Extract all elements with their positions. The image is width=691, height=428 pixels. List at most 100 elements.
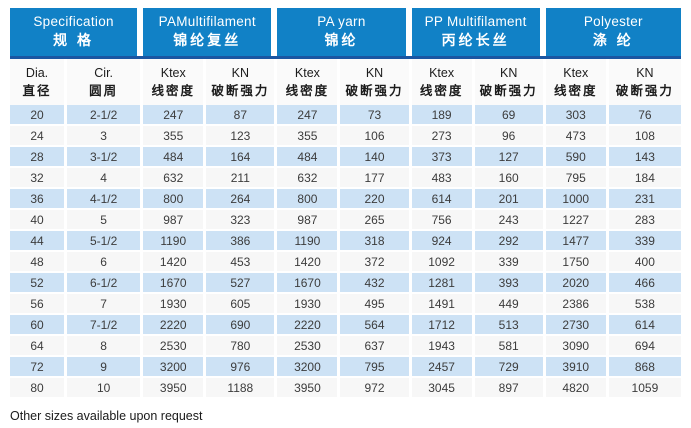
- cell-value: 292: [474, 231, 546, 252]
- cell-value: 400: [608, 252, 681, 273]
- cell-value: 273: [411, 126, 475, 147]
- group-header: Polyester 涤 纶: [545, 8, 681, 56]
- cell-value: 372: [340, 252, 412, 273]
- cell-value: 160: [474, 168, 546, 189]
- cell-value: 3: [67, 126, 144, 147]
- cell-value: 1670: [277, 273, 341, 294]
- cell-value: 386: [206, 231, 278, 252]
- header-divider-row: [10, 56, 681, 59]
- cell-value: 976: [206, 357, 278, 378]
- cell-value: 694: [608, 336, 681, 357]
- cell-value: 1188: [206, 378, 278, 399]
- cell-value: 3950: [277, 378, 341, 399]
- cell-value: 2-1/2: [67, 105, 144, 126]
- cell-value: 127: [474, 147, 546, 168]
- cell-value: 690: [206, 315, 278, 336]
- group-header-en: PP Multifilament: [424, 13, 527, 29]
- cell-value: 527: [206, 273, 278, 294]
- cell-value: 800: [277, 189, 341, 210]
- sub-header: Ktex 线密度: [411, 59, 475, 105]
- cell-value: 247: [277, 105, 341, 126]
- cell-value: 20: [10, 105, 68, 126]
- cell-value: 484: [143, 147, 207, 168]
- group-header-zh: 丙纶长丝: [441, 31, 510, 48]
- table-row: 64 8 2530 780 2530 637 1943 581 3090 694: [10, 336, 681, 357]
- group-header-en: Specification: [33, 13, 114, 29]
- cell-value: 264: [206, 189, 278, 210]
- cell-value: 60: [10, 315, 68, 336]
- cell-value: 211: [206, 168, 278, 189]
- cell-value: 1670: [143, 273, 207, 294]
- sub-header-zh: 破断强力: [345, 84, 404, 98]
- cell-value: 3090: [545, 336, 609, 357]
- cell-value: 495: [340, 294, 412, 315]
- sub-header: Ktex 线密度: [545, 59, 609, 105]
- sub-header-zh: 圆周: [89, 84, 119, 98]
- cell-value: 6: [67, 252, 144, 273]
- cell-value: 6-1/2: [67, 273, 144, 294]
- group-header-en: Polyester: [583, 13, 643, 29]
- cell-value: 52: [10, 273, 68, 294]
- cell-value: 247: [143, 105, 207, 126]
- cell-value: 36: [10, 189, 68, 210]
- cell-value: 1712: [411, 315, 475, 336]
- table-row: 80 10 3950 1188 3950 972 3045 897 4820 1059: [10, 378, 681, 399]
- cell-value: 184: [608, 168, 681, 189]
- cell-value: 2386: [545, 294, 609, 315]
- cell-value: 10: [67, 378, 144, 399]
- sub-header-en: KN: [499, 66, 518, 80]
- cell-value: 614: [411, 189, 475, 210]
- cell-value: 432: [340, 273, 412, 294]
- cell-value: 32: [10, 168, 68, 189]
- cell-value: 466: [608, 273, 681, 294]
- sub-header-en: Ktex: [429, 66, 455, 80]
- sub-header: KN 破断强力: [206, 59, 278, 105]
- cell-value: 7-1/2: [67, 315, 144, 336]
- cell-value: 7: [67, 294, 144, 315]
- cell-value: 453: [206, 252, 278, 273]
- cell-value: 3200: [277, 357, 341, 378]
- cell-value: 5-1/2: [67, 231, 144, 252]
- group-header-zh: 涤 纶: [592, 31, 634, 48]
- cell-value: 632: [143, 168, 207, 189]
- cell-value: 3045: [411, 378, 475, 399]
- sub-header: Cir. 圆周: [67, 59, 144, 105]
- cell-value: 4820: [545, 378, 609, 399]
- group-header-zh: 锦纶复丝: [173, 31, 242, 48]
- cell-value: 780: [206, 336, 278, 357]
- table-row: 24 3 355 123 355 106 273 96 473 108: [10, 126, 681, 147]
- footer-note: Other sizes available upon request: [10, 409, 203, 423]
- cell-value: 177: [340, 168, 412, 189]
- cell-value: 1092: [411, 252, 475, 273]
- group-header: PA yarn 锦纶: [277, 8, 412, 56]
- rope-specification-table: Specification 规 格 PAMultifilament 锦纶复丝 PA ya…: [10, 8, 681, 399]
- table-row: 36 4-1/2 800 264 800 220 614 201 1000 231: [10, 189, 681, 210]
- cell-value: 123: [206, 126, 278, 147]
- sub-header: KN 破断强力: [608, 59, 681, 105]
- cell-value: 1930: [277, 294, 341, 315]
- cell-value: 76: [608, 105, 681, 126]
- cell-value: 108: [608, 126, 681, 147]
- cell-value: 1190: [143, 231, 207, 252]
- cell-value: 243: [474, 210, 546, 231]
- cell-value: 2020: [545, 273, 609, 294]
- cell-value: 1000: [545, 189, 609, 210]
- cell-value: 28: [10, 147, 68, 168]
- table-row: 60 7-1/2 2220 690 2220 564 1712 513 2730 614: [10, 315, 681, 336]
- sub-header-zh: 破断强力: [615, 84, 674, 98]
- cell-value: 393: [474, 273, 546, 294]
- cell-value: 265: [340, 210, 412, 231]
- table-row: 44 5-1/2 1190 386 1190 318 924 292 1477 339: [10, 231, 681, 252]
- sub-header-zh: 线密度: [151, 84, 195, 98]
- cell-value: 323: [206, 210, 278, 231]
- sub-header-en: Cir.: [94, 66, 114, 80]
- group-header-zh: 锦纶: [324, 31, 359, 48]
- cell-value: 449: [474, 294, 546, 315]
- cell-value: 564: [340, 315, 412, 336]
- cell-value: 1750: [545, 252, 609, 273]
- cell-value: 44: [10, 231, 68, 252]
- group-header: Specification 规 格: [10, 8, 144, 56]
- cell-value: 24: [10, 126, 68, 147]
- cell-value: 143: [608, 147, 681, 168]
